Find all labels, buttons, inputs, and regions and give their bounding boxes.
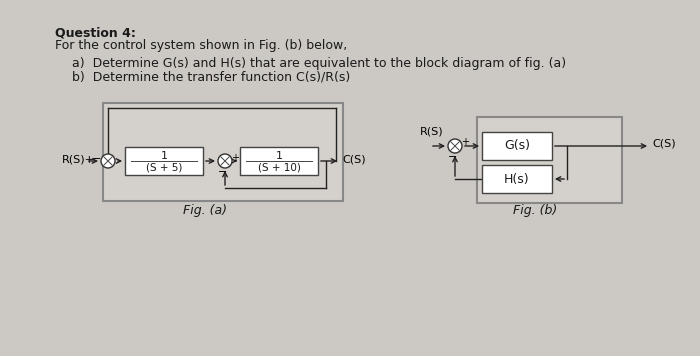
Text: b)  Determine the transfer function C(s)/R(s): b) Determine the transfer function C(s)/… (72, 71, 350, 84)
Text: G(s): G(s) (504, 140, 530, 152)
Text: 1: 1 (160, 151, 167, 161)
Text: (S + 5): (S + 5) (146, 162, 182, 172)
Circle shape (448, 139, 462, 153)
Text: (S + 10): (S + 10) (258, 162, 300, 172)
Text: −: − (448, 152, 458, 162)
Text: Question 4:: Question 4: (55, 26, 136, 39)
Text: R(S)+: R(S)+ (62, 155, 95, 165)
Bar (482, 165, 552, 193)
Text: a)  Determine G(s) and H(s) that are equivalent to the block diagram of fig. (a): a) Determine G(s) and H(s) that are equi… (72, 57, 566, 70)
Text: H(s): H(s) (504, 173, 530, 185)
Bar (240, 147, 318, 175)
Text: C(S): C(S) (342, 154, 365, 164)
Text: 1: 1 (276, 151, 283, 161)
Text: Fig. (a): Fig. (a) (183, 204, 227, 217)
Circle shape (218, 154, 232, 168)
Text: −: − (92, 154, 102, 164)
Circle shape (101, 154, 115, 168)
Bar (482, 132, 552, 160)
Text: R(S): R(S) (420, 126, 444, 136)
Bar (103, 103, 343, 201)
Text: Fig. (b): Fig. (b) (513, 204, 557, 217)
Text: C(S): C(S) (652, 139, 676, 149)
Bar (477, 117, 622, 203)
Text: +: + (461, 137, 469, 147)
Text: +: + (231, 153, 239, 163)
Bar (125, 147, 203, 175)
Text: −: − (218, 167, 228, 177)
Text: For the control system shown in Fig. (b) below,: For the control system shown in Fig. (b)… (55, 39, 347, 52)
